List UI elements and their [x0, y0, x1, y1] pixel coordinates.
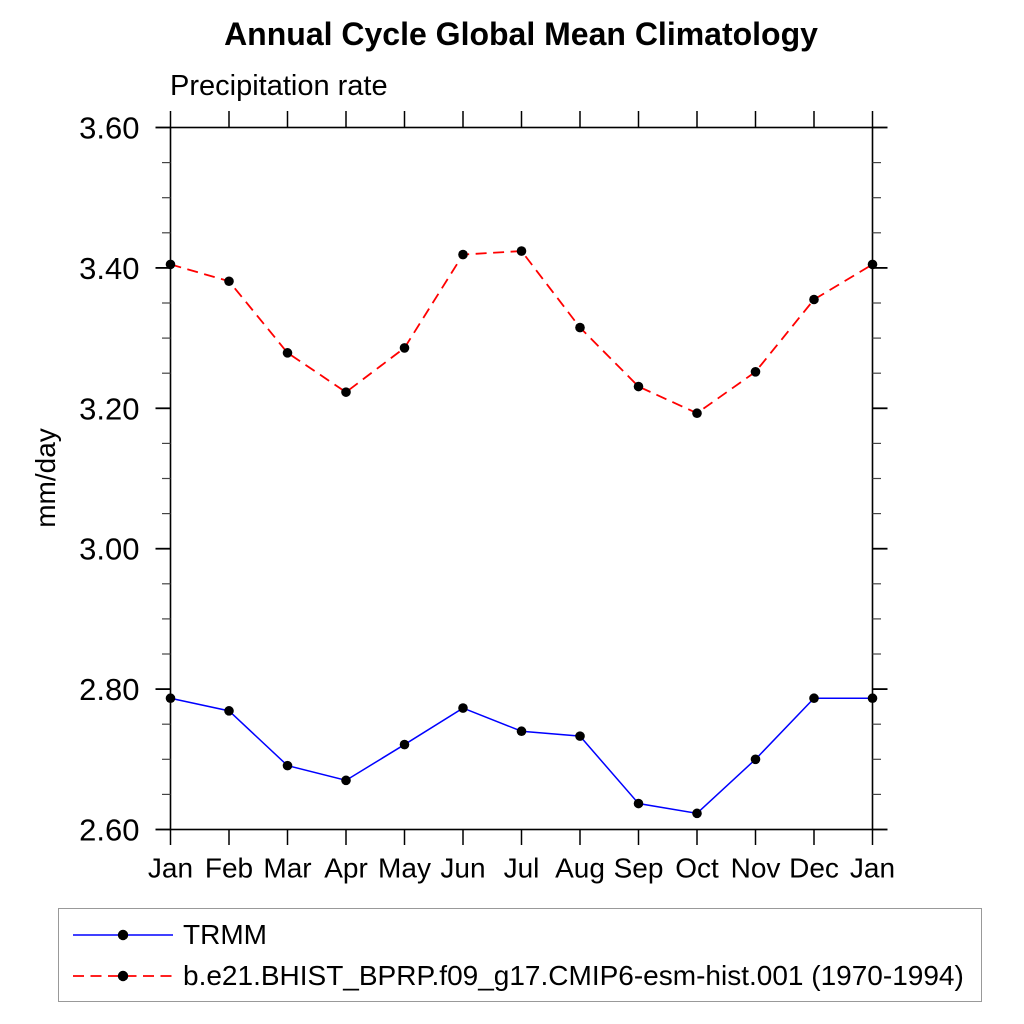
- data-point: [516, 726, 527, 737]
- data-point: [341, 387, 351, 397]
- month-label: May: [378, 853, 431, 884]
- y-tick-label: 3.60: [79, 111, 139, 146]
- data-point: [399, 739, 410, 750]
- data-point: [399, 343, 410, 353]
- month-label: Jun: [440, 853, 485, 884]
- month-label: Jan: [148, 853, 193, 884]
- legend-row-model: b.e21.BHIST_BPRP.f09_g17.CMIP6-esm-hist.…: [59, 955, 981, 996]
- data-point: [633, 381, 644, 392]
- y-tick-label: 3.20: [79, 391, 139, 426]
- data-point: [458, 703, 468, 713]
- legend-swatch-model: [73, 970, 173, 981]
- legend-marker-sample: [117, 970, 129, 981]
- y-tick-label: 3.40: [79, 251, 139, 286]
- chart-title: Annual Cycle Global Mean Climatology: [224, 16, 818, 52]
- month-label: Dec: [789, 853, 839, 884]
- data-point: [341, 775, 351, 786]
- legend-marker-sample: [117, 929, 129, 940]
- data-point: [633, 798, 644, 809]
- data-point: [165, 693, 176, 704]
- data-point: [575, 322, 585, 333]
- y-tick-label: 2.80: [79, 672, 139, 707]
- series-line-1: [170, 250, 873, 415]
- data-point: [224, 706, 234, 716]
- month-label: Nov: [731, 853, 781, 884]
- month-label: Mar: [263, 853, 311, 884]
- data-point: [458, 249, 468, 260]
- month-label: Feb: [205, 853, 253, 884]
- legend-swatch-trmm: [73, 929, 173, 940]
- data-point: [692, 808, 702, 819]
- month-label: Jul: [504, 853, 540, 884]
- y-tick-label: 3.00: [79, 532, 139, 567]
- data-point: [575, 731, 585, 741]
- plot-frame: [169, 126, 874, 831]
- legend-label-trmm: TRMM: [183, 918, 267, 950]
- data-point: [282, 348, 293, 358]
- y-tick-label: 2.60: [79, 813, 139, 848]
- data-point: [165, 259, 176, 270]
- month-label: Jan: [850, 853, 895, 884]
- series-line-0: [170, 697, 873, 815]
- data-point: [224, 276, 234, 287]
- data-point: [692, 408, 702, 419]
- data-point: [516, 246, 527, 256]
- legend-row-trmm: TRMM: [59, 914, 981, 955]
- chart-subtitle: Precipitation rate: [170, 70, 388, 102]
- data-point: [282, 760, 293, 771]
- data-point: [867, 693, 878, 704]
- month-label: Aug: [555, 853, 605, 884]
- data-point: [867, 259, 878, 270]
- month-label: Oct: [675, 853, 719, 884]
- legend-label-model: b.e21.BHIST_BPRP.f09_g17.CMIP6-esm-hist.…: [183, 959, 964, 991]
- month-label: Sep: [614, 853, 664, 884]
- data-point: [750, 366, 761, 377]
- data-point: [750, 754, 761, 765]
- legend-box: TRMM b.e21.BHIST_BPRP.f09_g17.CMIP6-esm-…: [58, 908, 982, 1002]
- data-point: [809, 693, 819, 704]
- data-point: [809, 294, 819, 305]
- month-label: Apr: [324, 853, 368, 884]
